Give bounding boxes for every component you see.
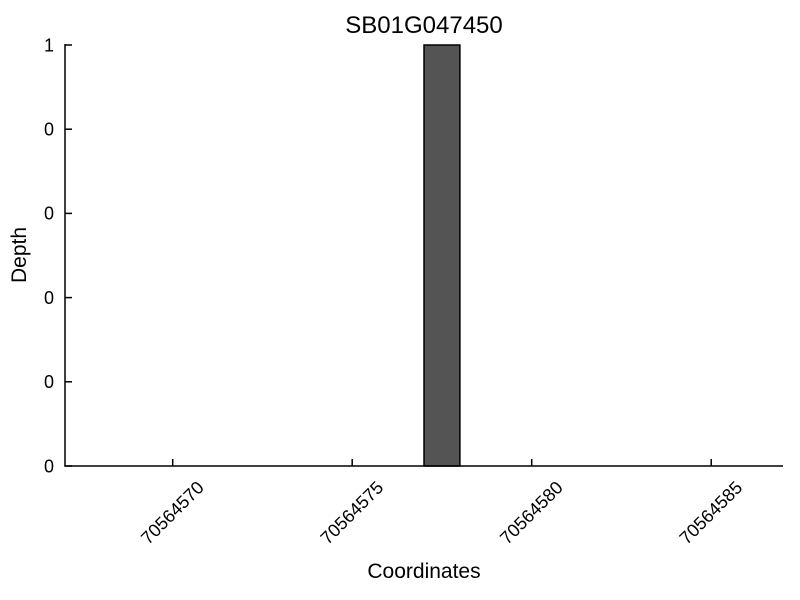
depth-bar — [423, 44, 461, 467]
y-tick-label: 0 — [44, 456, 54, 476]
y-tick-label: 0 — [44, 204, 54, 224]
plot-area: 1 0 0 0 0 0 70564570 70564575 70564580 70564585 — [44, 35, 783, 548]
x-tick-label: 70564575 — [317, 477, 388, 548]
y-tick-label: 0 — [44, 288, 54, 308]
y-axis-label: Depth — [8, 227, 31, 283]
x-tick-label: 70564570 — [137, 477, 208, 548]
x-tick-label: 70564580 — [496, 477, 567, 548]
y-tick-label: 0 — [44, 120, 54, 140]
y-tick-label: 1 — [44, 35, 54, 55]
y-tick-label: 0 — [44, 372, 54, 392]
chart-title: SB01G047450 — [345, 12, 502, 39]
x-tick-label: 70564585 — [676, 477, 747, 548]
x-axis-label: Coordinates — [367, 560, 480, 583]
